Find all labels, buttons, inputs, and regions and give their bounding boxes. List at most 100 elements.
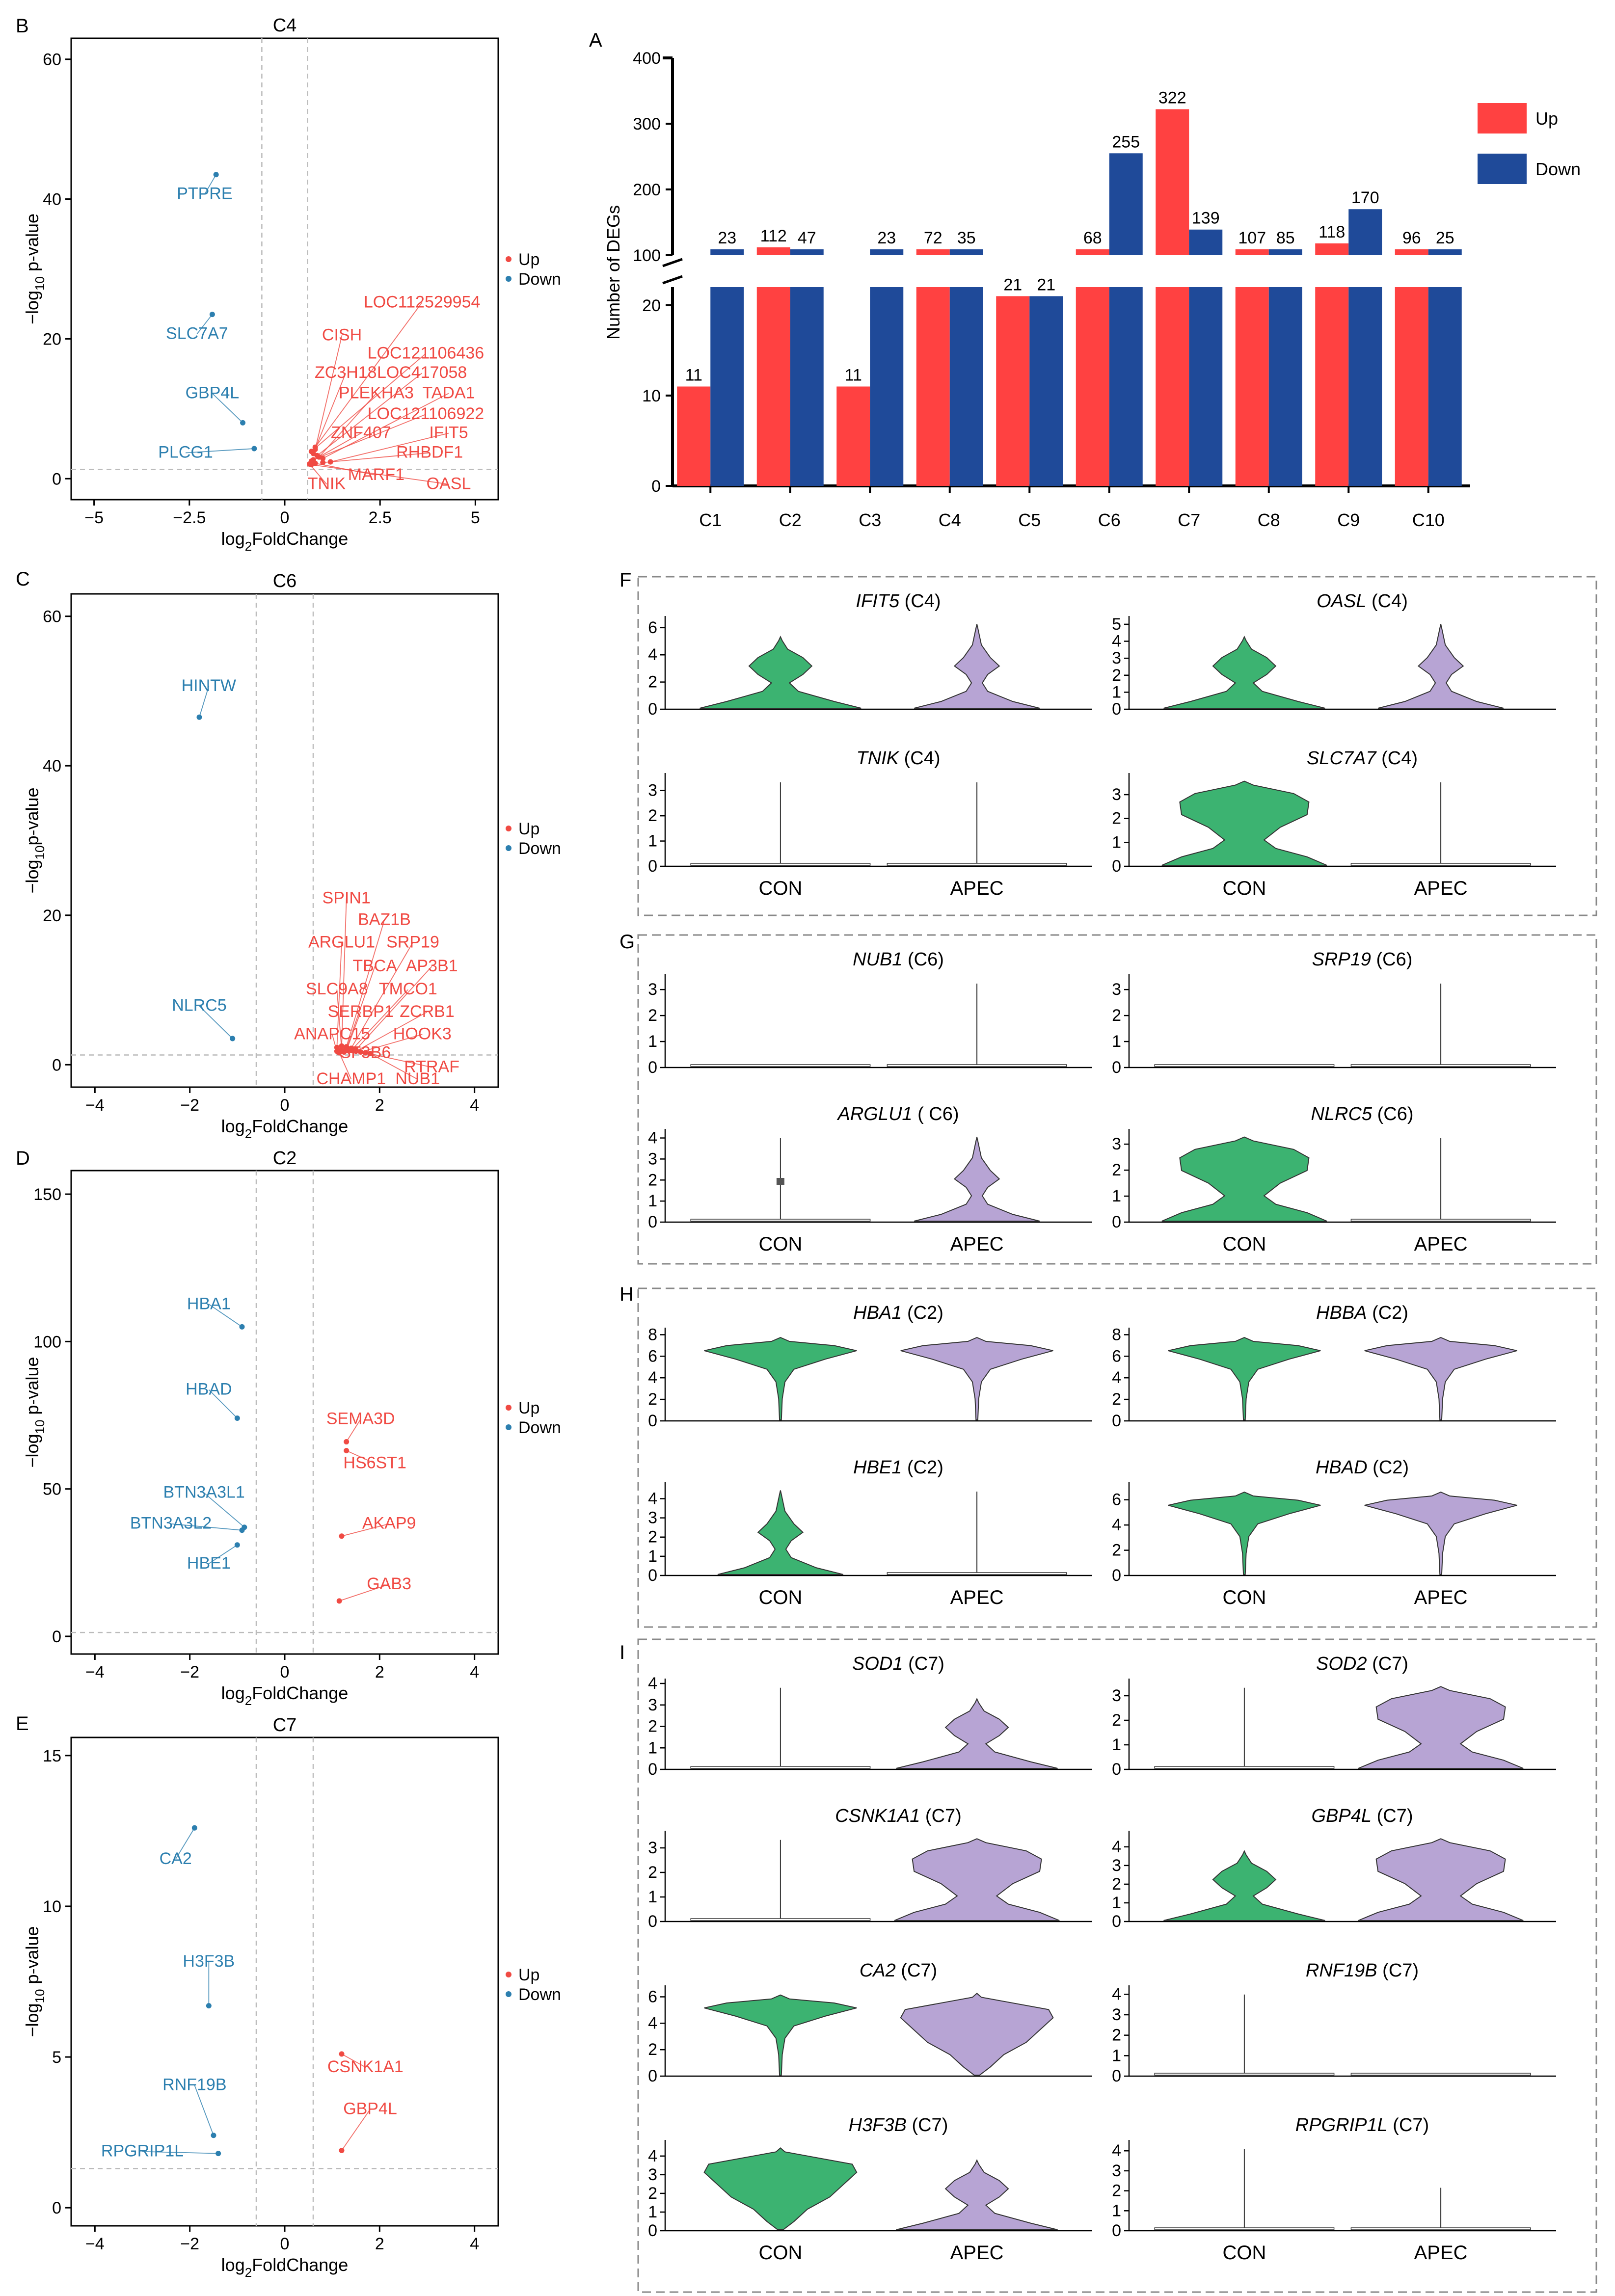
bar-value-label: 112 — [760, 227, 787, 245]
bar-chart-a: 0 10 20 100 200 300 400 Number of DEGs C1 11 23 C2 1… — [603, 49, 1581, 530]
x-tick-label: 2 — [375, 1096, 384, 1115]
bar-down-upper-C3 — [870, 249, 904, 255]
bar-up-upper-C9 — [1315, 243, 1349, 255]
legend-label-up: Up — [518, 820, 539, 838]
legend-dot-down — [506, 1424, 511, 1430]
point-label-ANAPC15: ANAPC15 — [294, 1025, 370, 1043]
panel-label-e: E — [16, 1713, 29, 1735]
bar-down-C7 — [1189, 287, 1223, 486]
violin-cluster: (C6) — [1371, 949, 1412, 970]
y-tick-label: 4 — [1112, 1516, 1121, 1534]
point-label-BAZ1B: BAZ1B — [358, 910, 411, 929]
y-tick-label: 2 — [1112, 1161, 1121, 1179]
y-tick-label: 200 — [633, 181, 661, 199]
x-tick-label: 4 — [470, 1096, 479, 1115]
y-axis-label-sub: 10 — [32, 1989, 47, 2003]
bar-value-label: 11 — [845, 366, 862, 385]
y-tick-label: 0 — [648, 1760, 657, 1779]
point-SEMA3D — [344, 1439, 350, 1445]
y-axis-label-main: −log — [22, 859, 42, 893]
point-RNF19B — [211, 2133, 216, 2138]
violin-cluster: (C4) — [899, 748, 940, 769]
violin-con-shape — [703, 2147, 858, 2230]
point-HBE1 — [234, 1542, 240, 1548]
leader-line — [323, 452, 430, 463]
violin-panel-SOD2: SOD2 (C7) 0 1 2 3 — [1112, 1654, 1556, 1779]
leader-line — [196, 314, 213, 334]
point-label-MARF1: MARF1 — [348, 465, 404, 484]
violin-apec-shape — [896, 1697, 1058, 1769]
leader-line — [341, 1523, 389, 1537]
violin-gene-name: ARGLU1 — [836, 1104, 912, 1124]
x-axis-label: log2FoldChange — [221, 1683, 349, 1708]
legend-label-down: Down — [518, 1985, 561, 2004]
panel-label-f: F — [619, 569, 631, 591]
point-CHAMP1 — [336, 1050, 342, 1056]
bar-up-upper-C8 — [1235, 249, 1269, 255]
point-label-CISH: CISH — [322, 325, 362, 344]
bar-up-C3 — [836, 386, 870, 486]
point-label-SLC7A7: SLC7A7 — [166, 324, 228, 343]
violin-box-i — [637, 1638, 1597, 2293]
point-label-BTN3A3L2: BTN3A3L2 — [130, 1514, 212, 1533]
violin-apec-shape — [894, 1838, 1060, 1921]
panel-label-h: H — [619, 1283, 634, 1305]
point-label-NUB1: NUB1 — [395, 1069, 440, 1088]
x-tick-label: 2 — [375, 1663, 384, 1682]
y-tick-label: 3 — [1112, 1686, 1121, 1705]
y-tick-label: 15 — [43, 1747, 61, 1765]
violin-title: TNIK (C4) — [856, 748, 940, 769]
y-tick-label: 50 — [43, 1480, 61, 1499]
y-tick-label: 2 — [648, 673, 657, 692]
bar-up-upper-C7 — [1156, 109, 1189, 255]
x-tick-label: C8 — [1258, 510, 1280, 530]
y-tick-label: 1 — [648, 1888, 657, 1906]
violin-con-box — [776, 1178, 784, 1185]
violin-apec-flat — [887, 1572, 1067, 1575]
bar-up-upper-C4 — [916, 249, 950, 255]
legend-label-down: Down — [1535, 159, 1581, 179]
y-tick-label: 1 — [1112, 2201, 1121, 2220]
point-label-HOOK3: HOOK3 — [393, 1025, 452, 1043]
violin-cluster: (C7) — [1377, 1960, 1419, 1981]
leader-line — [204, 1492, 245, 1528]
leader-line — [315, 335, 343, 450]
violin-panel-IFIT5: IFIT5 (C4) 0 2 4 6 — [648, 591, 1092, 719]
point-HBA1 — [239, 1324, 245, 1330]
x-tick-label: −2 — [180, 1096, 199, 1115]
bar-down-C8 — [1268, 287, 1302, 486]
y-tick-label: 1 — [648, 1547, 657, 1566]
group-label-con: CON — [758, 2242, 802, 2264]
y-tick-label: 0 — [1112, 1566, 1121, 1585]
point-label-CHAMP1: CHAMP1 — [316, 1069, 386, 1088]
panel-label-a: A — [589, 29, 602, 51]
x-axis-label-tail: FoldChange — [252, 1683, 348, 1703]
x-axis-label: log2FoldChange — [221, 1116, 349, 1141]
point-HOOK3 — [358, 1049, 364, 1055]
violin-apec-flat — [1350, 2073, 1531, 2076]
y-tick-label: 1 — [648, 2203, 657, 2221]
violin-apec-shape — [900, 1993, 1054, 2076]
point-label-LOC121106436: LOC121106436 — [368, 344, 484, 362]
y-tick-label: 6 — [648, 1347, 657, 1365]
leader-line — [331, 1034, 338, 1052]
y-tick-label: 2 — [648, 1171, 657, 1189]
point-label-RTRAF: RTRAF — [404, 1058, 459, 1076]
leader-line — [355, 966, 432, 1050]
violin-gene-name: RNF19B — [1306, 1960, 1377, 1981]
y-tick-label: 4 — [1112, 632, 1121, 651]
point-label-SPIN1: SPIN1 — [323, 888, 371, 907]
y-tick-label: 0 — [651, 477, 661, 496]
violin-con-flat — [690, 1064, 871, 1067]
y-tick-label: 2 — [1112, 809, 1121, 828]
violin-panel-NUB1: NUB1 (C6) 0 1 2 3 — [648, 949, 1092, 1077]
violin-apec-flat — [1350, 863, 1531, 866]
leader-line — [309, 463, 327, 485]
point-label-HBA1: HBA1 — [187, 1294, 231, 1313]
violin-title: SLC7A7 (C4) — [1307, 748, 1418, 769]
point-label-CSNK1A1: CSNK1A1 — [327, 2057, 404, 2076]
y-tick-label: 0 — [648, 1213, 657, 1231]
point-label-TMCO1: TMCO1 — [379, 980, 437, 998]
y-tick-label: 4 — [648, 2014, 657, 2032]
